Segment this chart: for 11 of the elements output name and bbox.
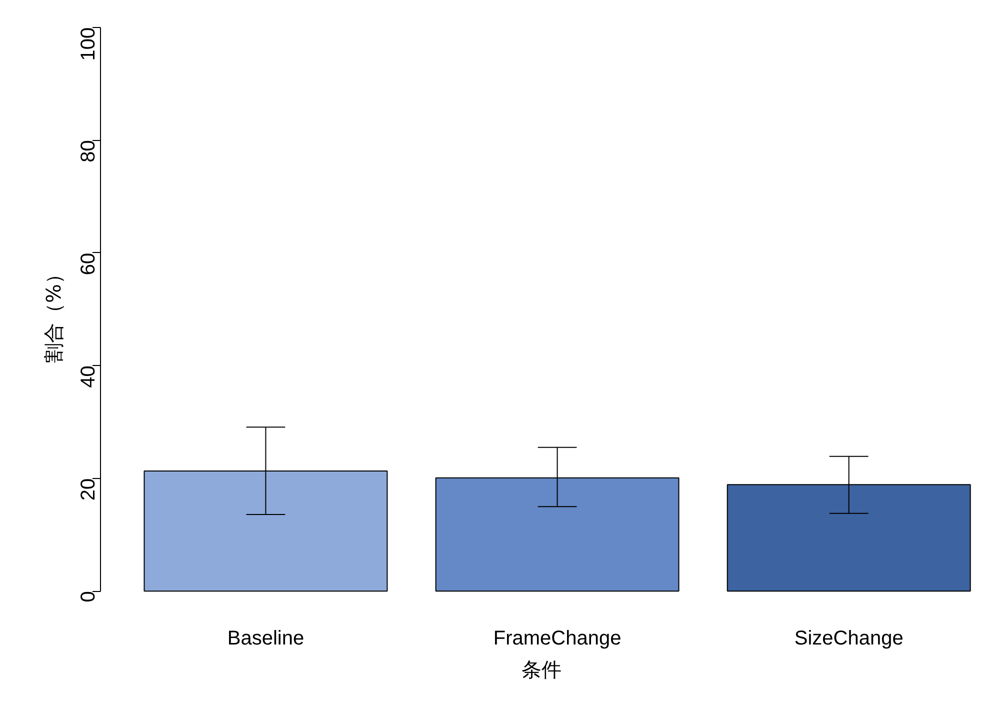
- x-tick-label: FrameChange: [493, 628, 622, 650]
- x-axis-title: 条件: [522, 658, 562, 682]
- y-tick-label: 100: [78, 27, 100, 61]
- x-tick-label: Baseline: [227, 628, 304, 650]
- y-tick-label: 60: [78, 252, 100, 276]
- y-tick-label: 0: [78, 591, 100, 602]
- y-tick-label: 20: [78, 478, 100, 501]
- y-tick-label: 40: [78, 366, 100, 388]
- y-axis-title: 割合（%）: [42, 264, 66, 363]
- x-tick-label: SizeChange: [794, 628, 904, 650]
- y-tick-label: 80: [78, 140, 100, 162]
